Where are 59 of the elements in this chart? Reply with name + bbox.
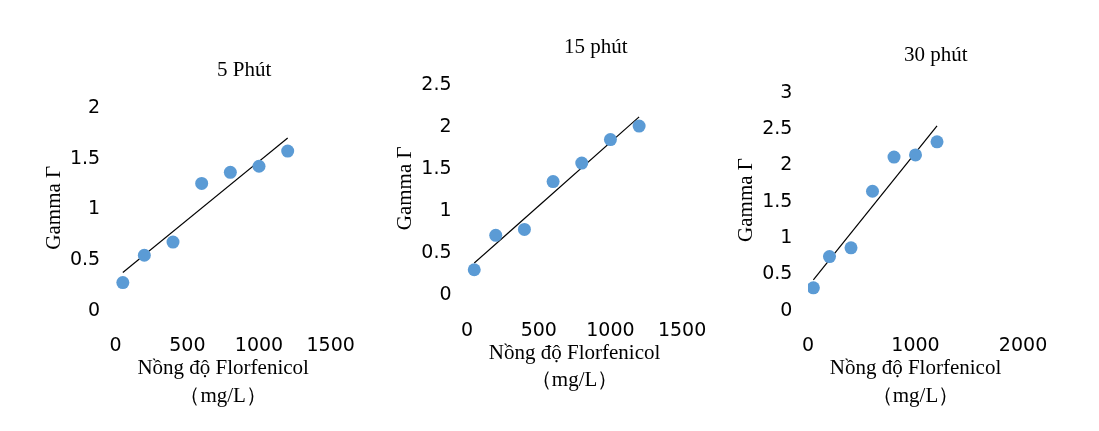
- y-tick-label: 0.5: [69, 246, 101, 269]
- x-tick-label: 1000: [234, 333, 284, 356]
- y-tick-label: 2: [439, 113, 452, 136]
- x-axis-title: Nồng độ Florfenicol （mg/L）: [488, 339, 661, 392]
- x-tick-label: 0: [461, 317, 474, 340]
- y-tick-label: 1: [88, 196, 101, 219]
- x-tick-label: 1000: [891, 333, 940, 356]
- point: [489, 228, 503, 242]
- x-tick-label: 2000: [998, 333, 1048, 356]
- point: [281, 144, 295, 158]
- point: [575, 156, 589, 170]
- chart-title: 5 Phút: [217, 57, 272, 81]
- point: [546, 175, 560, 189]
- point: [887, 150, 901, 164]
- point: [807, 281, 820, 295]
- x-tick-label: 0: [801, 333, 815, 356]
- y-tick-label: 1.5: [421, 155, 452, 178]
- x-tick-label: 0: [109, 333, 122, 356]
- point: [930, 135, 944, 149]
- point: [252, 159, 266, 173]
- point: [137, 248, 151, 262]
- point: [632, 119, 646, 133]
- y-axis-title: Gamma Γ: [391, 146, 416, 231]
- y-tick-label: 3: [780, 79, 793, 102]
- y-tick-label: 2.5: [421, 71, 452, 94]
- y-tick-label: 1: [780, 224, 793, 247]
- y-tick-label: 0: [780, 297, 793, 320]
- y-tick-label: 0.5: [421, 239, 452, 262]
- chart-title: 30 phút: [904, 42, 968, 66]
- point: [844, 241, 858, 255]
- point: [116, 276, 130, 290]
- point: [467, 263, 481, 277]
- x-tick-label: 500: [520, 317, 557, 340]
- x-tick-label: 1500: [657, 317, 707, 340]
- y-tick-label: 2: [88, 95, 101, 118]
- point: [603, 133, 617, 147]
- point: [195, 176, 209, 190]
- y-tick-label: 0: [88, 297, 101, 320]
- x-axis-title: Nồng độ Florfenicol （mg/L）: [829, 355, 1002, 407]
- y-tick-label: 2: [780, 152, 793, 175]
- x-tick-label: 1000: [586, 317, 635, 340]
- point: [166, 235, 180, 249]
- x-tick-label: 500: [169, 333, 206, 356]
- x-axis-title: Nồng độ Florfenicol （mg/L）: [137, 355, 310, 407]
- y-tick-label: 1: [439, 197, 452, 220]
- y-tick-label: 1.5: [762, 188, 793, 211]
- y-axis-title: Gamma Γ: [732, 158, 757, 242]
- y-tick-label: 0.5: [762, 261, 793, 284]
- point: [823, 250, 836, 264]
- chart-title: 15 phút: [564, 34, 628, 58]
- point: [223, 165, 237, 179]
- x-tick-label: 1500: [306, 333, 355, 356]
- y-tick-label: 1.5: [69, 145, 101, 168]
- point: [909, 148, 923, 162]
- y-axis-title: Gamma Γ: [40, 165, 65, 250]
- point: [517, 222, 531, 236]
- point: [866, 184, 879, 198]
- y-tick-label: 0: [439, 281, 452, 304]
- y-tick-label: 2.5: [762, 115, 793, 138]
